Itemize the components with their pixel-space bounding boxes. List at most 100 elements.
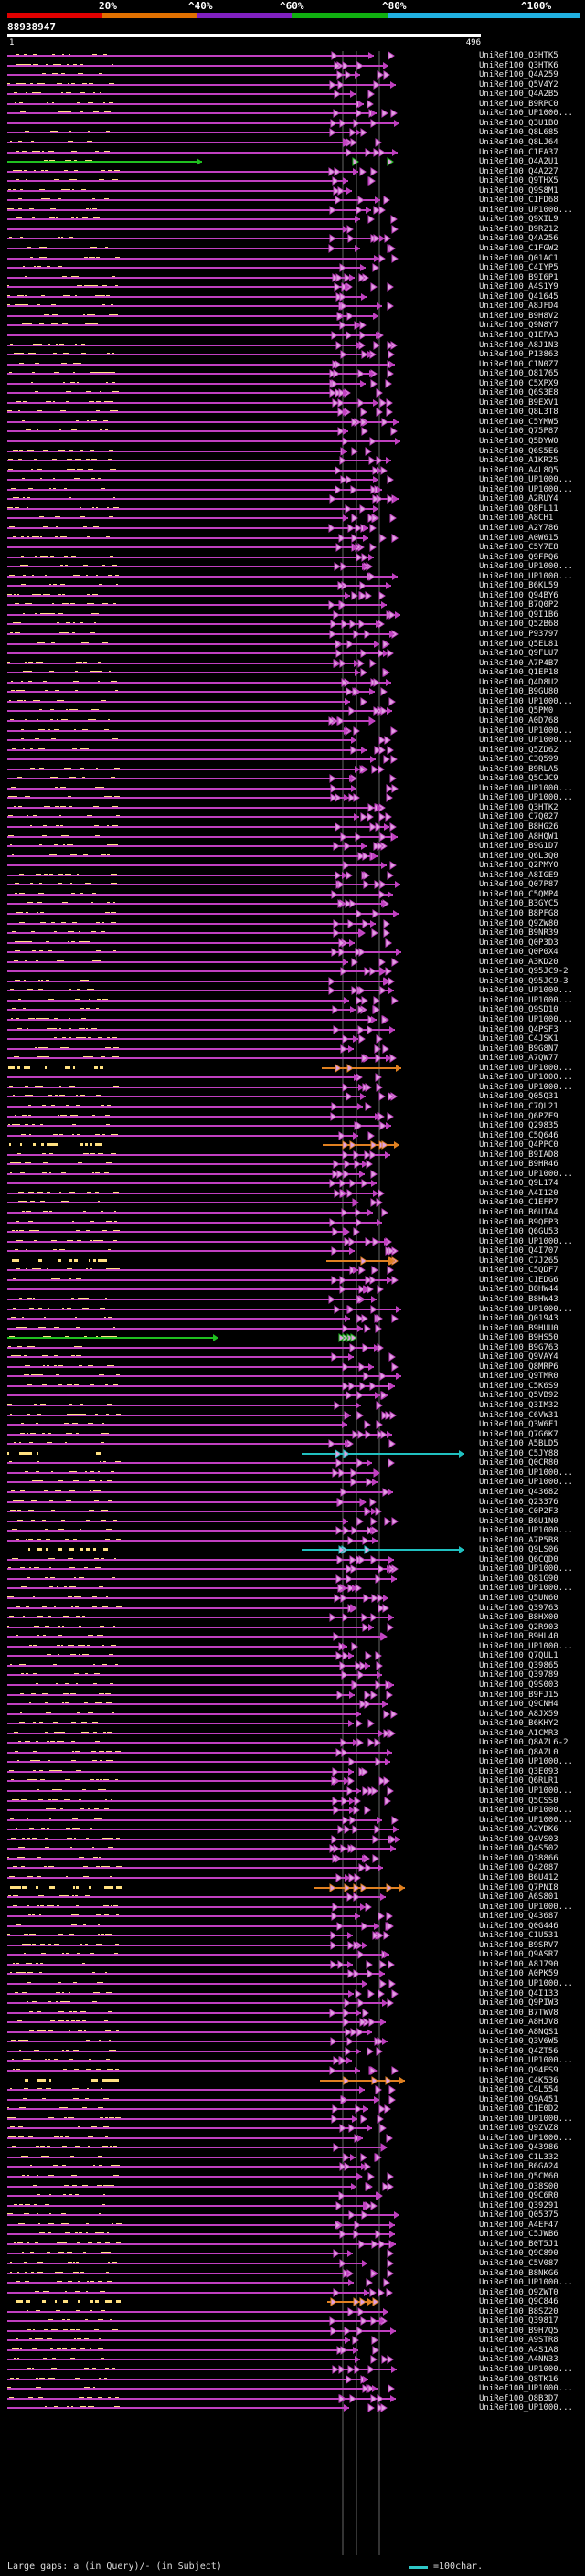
hit-label[interactable]: UniRef100_UP1000... — [479, 572, 573, 581]
hit-row[interactable] — [7, 697, 396, 706]
hit-label[interactable]: UniRef100_Q94ES9 — [479, 2066, 558, 2075]
hit-label[interactable]: UniRef100_Q3E093 — [479, 1767, 558, 1776]
hit-label[interactable]: UniRef100_Q3HTK6 — [479, 61, 558, 70]
hit-row[interactable] — [7, 427, 398, 436]
hit-label[interactable]: UniRef100_A7P4B7 — [479, 659, 558, 668]
hit-label[interactable]: UniRef100_UP1000... — [479, 1786, 573, 1796]
hit-row[interactable] — [7, 1324, 382, 1333]
hit-row[interactable] — [7, 2095, 396, 2104]
hit-label[interactable]: UniRef100_Q0G446 — [479, 1922, 558, 1931]
hit-label[interactable]: UniRef100_Q01AC1 — [479, 254, 558, 263]
hit-row[interactable] — [7, 1719, 375, 1728]
hit-label[interactable]: UniRef100_B6GA24 — [479, 2162, 558, 2171]
hit-row[interactable] — [7, 928, 390, 938]
hit-row[interactable] — [7, 967, 392, 976]
hit-row[interactable] — [7, 1517, 399, 1526]
hit-row[interactable] — [7, 157, 394, 166]
hit-label[interactable]: UniRef100_Q5ZD62 — [479, 746, 558, 755]
hit-label[interactable]: UniRef100_Q4A2B5 — [479, 90, 558, 99]
hit-label[interactable]: UniRef100_Q38S00 — [479, 2182, 558, 2191]
hit-row[interactable] — [7, 196, 390, 205]
hit-row[interactable] — [7, 880, 400, 889]
hit-label[interactable]: UniRef100_B8HG26 — [479, 822, 558, 832]
hit-row[interactable] — [7, 842, 388, 851]
hit-label[interactable]: UniRef100_A4EF47 — [479, 2221, 558, 2230]
hit-row[interactable] — [7, 2230, 395, 2239]
hit-row[interactable] — [7, 331, 384, 340]
hit-label[interactable]: UniRef100_UP1000... — [479, 562, 573, 571]
hit-label[interactable]: UniRef100_A8HQW1 — [479, 832, 558, 842]
hit-row[interactable] — [7, 2249, 394, 2258]
hit-row[interactable] — [7, 1691, 393, 1700]
hit-row[interactable] — [7, 418, 399, 427]
hit-label[interactable]: UniRef100_B9HS50 — [479, 1333, 558, 1342]
hit-label[interactable]: UniRef100_A5BLD5 — [479, 1439, 558, 1448]
hit-row[interactable] — [7, 1873, 361, 1882]
hit-label[interactable]: UniRef100_A8JX59 — [479, 1710, 558, 1719]
hit-label[interactable]: UniRef100_UP1000... — [479, 736, 573, 745]
hit-row[interactable] — [7, 784, 399, 793]
hit-row[interactable] — [7, 321, 367, 330]
hit-row[interactable] — [7, 706, 392, 716]
hit-row[interactable] — [7, 1757, 390, 1766]
hit-label[interactable]: UniRef100_Q3V6W5 — [479, 2037, 558, 2046]
hit-row[interactable] — [7, 1005, 380, 1014]
hit-label[interactable]: UniRef100_C4IYP5 — [479, 263, 558, 272]
hit-row[interactable] — [7, 1941, 367, 1950]
hit-row[interactable] — [7, 109, 398, 118]
hit-label[interactable]: UniRef100_Q6RLR1 — [479, 1776, 558, 1786]
hit-label[interactable]: UniRef100_B9FJ15 — [479, 1691, 558, 1700]
hit-label[interactable]: UniRef100_A3KD20 — [479, 958, 558, 967]
hit-row[interactable] — [7, 1700, 388, 1709]
hit-row[interactable] — [7, 746, 394, 755]
hit-row[interactable] — [7, 2066, 399, 2075]
hit-label[interactable]: UniRef100_Q3IM32 — [479, 1401, 558, 1410]
hit-row[interactable] — [7, 1411, 397, 1420]
hit-row[interactable] — [7, 909, 399, 918]
hit-row[interactable] — [7, 852, 378, 861]
hit-label[interactable]: UniRef100_C1E0D2 — [479, 2104, 558, 2114]
hit-row[interactable] — [7, 1979, 396, 1988]
hit-row[interactable] — [7, 2259, 394, 2268]
hit-label[interactable]: UniRef100_Q9ZW80 — [479, 919, 558, 928]
hit-row[interactable] — [7, 244, 396, 253]
hit-row[interactable] — [7, 2375, 368, 2384]
hit-label[interactable]: UniRef100_C5QMP4 — [479, 890, 558, 899]
hit-row[interactable] — [7, 312, 378, 321]
hit-row[interactable] — [7, 263, 379, 272]
hit-row[interactable] — [7, 1835, 400, 1844]
hit-label[interactable]: UniRef100_Q39789 — [479, 1670, 558, 1680]
hit-row[interactable] — [7, 1218, 382, 1227]
hit-row[interactable] — [7, 167, 378, 176]
hit-label[interactable]: UniRef100_B7Q0P2 — [479, 600, 558, 610]
hit-row[interactable] — [7, 2018, 386, 2027]
hit-label[interactable]: UniRef100_C5V087 — [479, 2259, 558, 2268]
hit-row[interactable] — [7, 1960, 395, 1969]
hit-label[interactable]: UniRef100_C5JWB6 — [479, 2230, 558, 2239]
hit-label[interactable]: UniRef100_B8HX00 — [479, 1613, 558, 1622]
hit-row[interactable] — [7, 292, 367, 302]
hit-row[interactable] — [7, 456, 391, 465]
hit-label[interactable]: UniRef100_Q8AZL0 — [479, 1748, 558, 1757]
hit-row[interactable] — [7, 812, 392, 822]
hit-label[interactable]: UniRef100_Q95JC9-3 — [479, 977, 569, 986]
hit-label[interactable]: UniRef100_Q9N8Y7 — [479, 321, 558, 330]
hit-label[interactable]: UniRef100_C4K536 — [479, 2076, 558, 2085]
hit-label[interactable]: UniRef100_Q39865 — [479, 1661, 558, 1670]
hit-label[interactable]: UniRef100_Q43687 — [479, 1912, 558, 1921]
hit-row[interactable] — [7, 1825, 399, 1834]
hit-label[interactable]: UniRef100_Q01943 — [479, 1314, 558, 1323]
hit-row[interactable] — [7, 514, 397, 523]
hit-row[interactable] — [7, 485, 382, 494]
hit-label[interactable]: UniRef100_Q9ASR7 — [479, 1950, 558, 1959]
hit-row[interactable] — [7, 1478, 378, 1487]
hit-label[interactable]: UniRef100_B6KL59 — [479, 581, 558, 590]
hit-row[interactable] — [7, 2221, 395, 2230]
hit-row[interactable] — [7, 369, 394, 378]
hit-label[interactable]: UniRef100_Q42087 — [479, 1863, 558, 1872]
hit-row[interactable] — [7, 1710, 398, 1719]
hit-row[interactable] — [7, 1892, 386, 1902]
hit-row[interactable] — [7, 1420, 383, 1429]
hit-row[interactable] — [7, 1179, 377, 1188]
hit-label[interactable]: UniRef100_B8SZ20 — [479, 2307, 558, 2316]
